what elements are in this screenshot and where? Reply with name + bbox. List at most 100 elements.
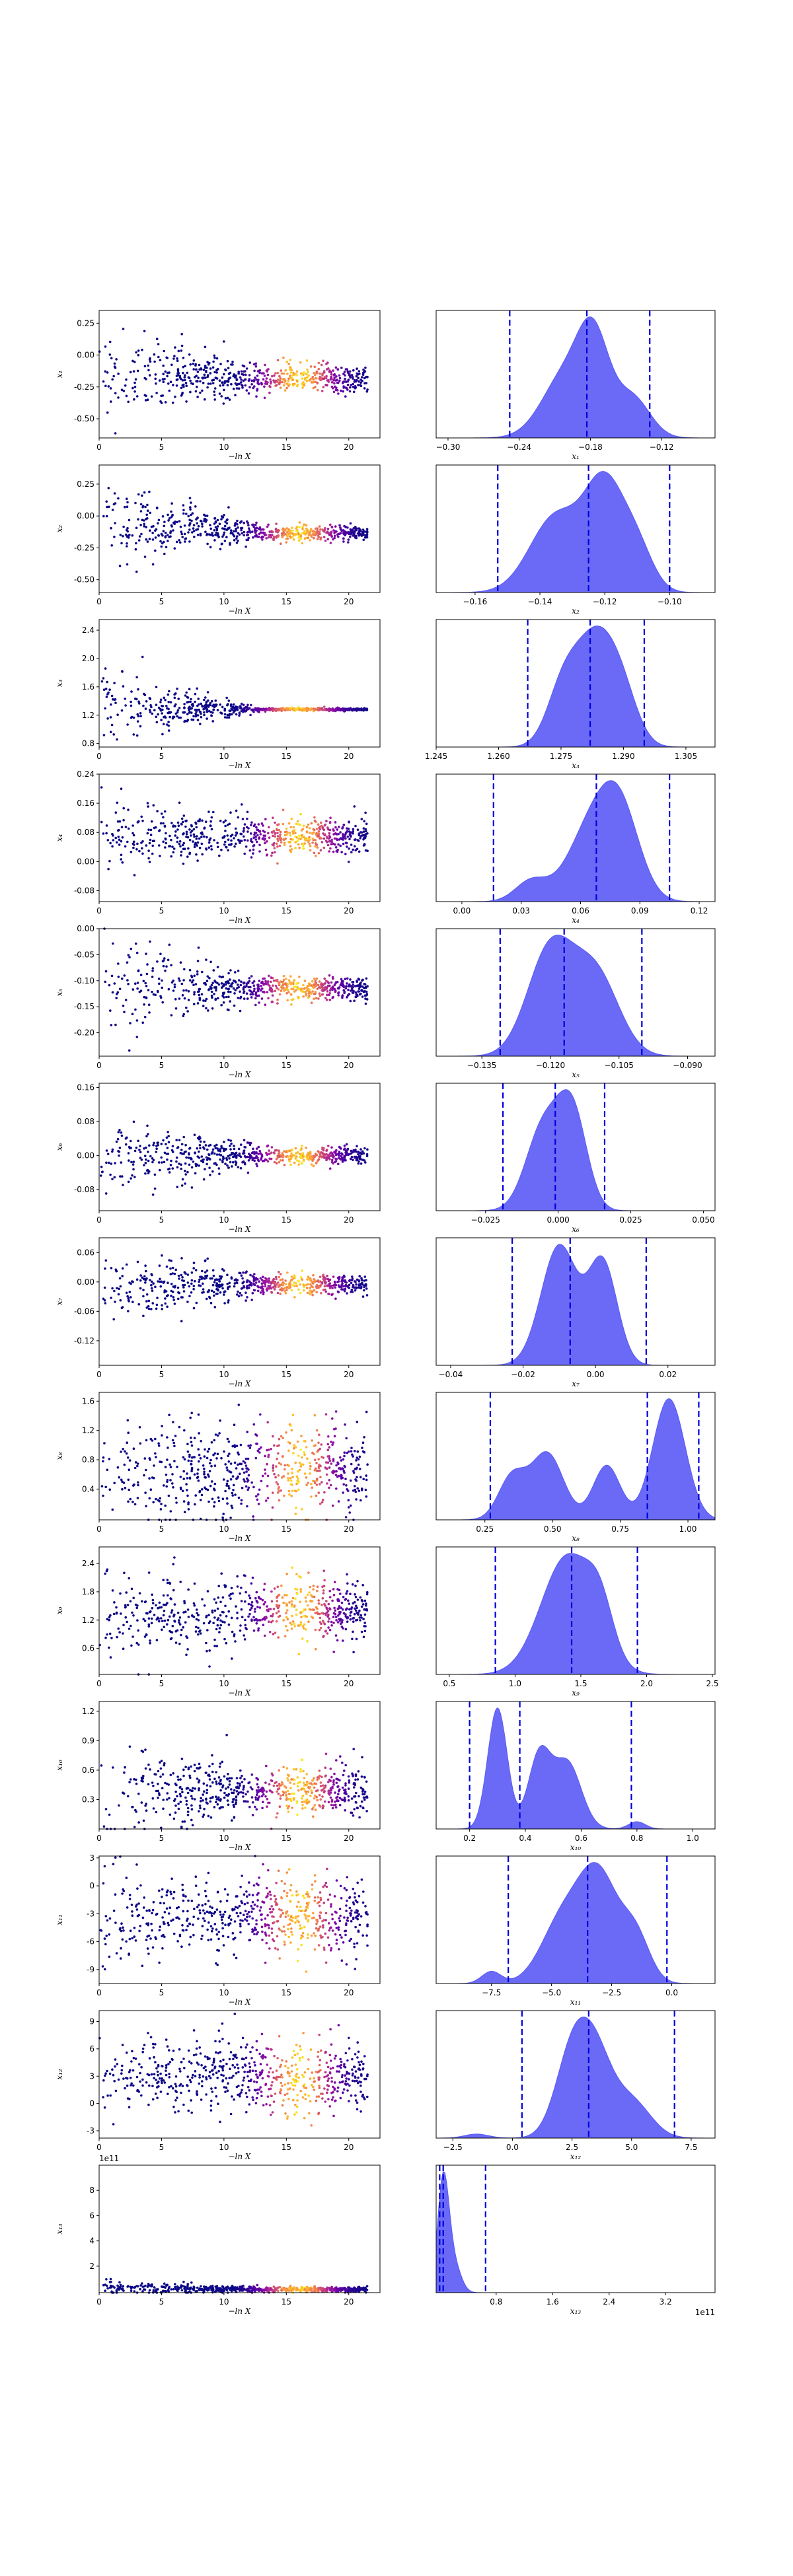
scatter-point [313, 365, 317, 369]
scatter-point [145, 513, 148, 517]
scatter-point [116, 1466, 120, 1469]
scatter-point [257, 1503, 260, 1505]
scatter-point [314, 842, 317, 845]
scatter-point [321, 373, 324, 376]
scatter-point [240, 1274, 243, 1277]
scatter-point [195, 380, 198, 382]
scatter-point [138, 702, 141, 705]
scatter-point [254, 1281, 258, 1284]
scatter-point [233, 530, 235, 533]
scatter-point [248, 849, 252, 852]
scatter-point [365, 830, 367, 833]
scatter-point [358, 1279, 360, 1282]
scatter-point [165, 1136, 169, 1139]
scatter-point [352, 390, 356, 394]
scatter-point [334, 1286, 337, 1289]
scatter-point [170, 855, 173, 858]
scatter-point [242, 373, 245, 376]
scatter-point [233, 373, 236, 376]
scatter-point [295, 533, 298, 536]
scatter-point [186, 1494, 189, 1497]
scatter-point [301, 542, 304, 545]
scatter-point [173, 355, 176, 357]
scatter-point [285, 1289, 288, 1291]
scatter-point [308, 982, 311, 985]
axes-frame [98, 773, 381, 902]
scatter-point [169, 715, 171, 719]
scatter-point [219, 1158, 222, 1161]
scatter-point [169, 1463, 171, 1466]
scatter-point [183, 376, 186, 379]
scatter-point [346, 996, 348, 999]
scatter-point [187, 515, 190, 518]
scatter-point [231, 982, 234, 985]
scatter-point [336, 368, 339, 371]
scatter-point [194, 843, 196, 846]
scatter-point [155, 392, 158, 394]
scatter-point [110, 974, 114, 978]
scatter-point [306, 529, 309, 532]
scatter-point [241, 1468, 244, 1470]
scatter-point [196, 844, 199, 847]
scatter-point [285, 1431, 287, 1434]
scatter-point [330, 371, 332, 373]
scatter-point [215, 985, 217, 989]
scatter-point [328, 1153, 331, 1156]
scatter-point [332, 1275, 335, 1278]
scatter-point [328, 974, 331, 977]
x-tick-label: 20 [344, 597, 354, 606]
scatter-point [282, 978, 285, 982]
scatter-point [136, 1462, 139, 1465]
scatter-point [117, 976, 120, 978]
scatter-point [187, 1157, 190, 1159]
scatter-point [221, 705, 224, 709]
scatter-point [208, 1158, 211, 1161]
scatter-point [306, 1457, 309, 1460]
scatter-point [265, 537, 268, 540]
scatter-point [350, 1152, 353, 1155]
scatter-point [314, 990, 317, 993]
scatter-point [202, 369, 206, 371]
scatter-point [333, 532, 336, 534]
scatter-point [239, 990, 241, 993]
scatter-point [170, 1159, 172, 1163]
scatter-point [350, 989, 352, 992]
scatter-point [309, 845, 312, 847]
scatter-point [363, 1284, 365, 1287]
scatter-point [287, 1155, 290, 1159]
scatter-point [274, 1283, 278, 1285]
scatter-point [332, 833, 335, 836]
scatter-point [191, 512, 194, 515]
scatter-point [185, 384, 188, 387]
scatter-point [322, 370, 326, 373]
x-tick-label: 0 [96, 752, 102, 761]
scatter-point [230, 382, 233, 386]
scatter-point [271, 530, 274, 534]
scatter-point [210, 990, 213, 993]
scatter-point [315, 1429, 319, 1432]
scatter-point [129, 1139, 132, 1143]
scatter-point [190, 698, 192, 701]
scatter-point [352, 828, 355, 831]
scatter-point [165, 1295, 169, 1298]
scatter-point [221, 1287, 224, 1290]
scatter-point [323, 1285, 326, 1288]
scatter-point [184, 540, 186, 543]
scatter-point [361, 979, 363, 982]
scatter-point [175, 1160, 178, 1163]
scatter-point [212, 1291, 215, 1294]
scatter-point [223, 531, 226, 534]
scatter-point [245, 1470, 248, 1473]
y-tick-label: 1.6 [82, 682, 94, 692]
scatter-point [136, 1497, 139, 1499]
scatter-point [352, 382, 355, 386]
scatter-point [358, 527, 360, 530]
y-tick-label: 0.08 [77, 828, 94, 837]
scatter-point [235, 842, 237, 845]
scatter-point [215, 531, 218, 534]
scatter-point [168, 1259, 170, 1262]
scatter-point [202, 1288, 205, 1291]
scatter-point [290, 1148, 293, 1151]
scatter-point [241, 384, 244, 387]
scatter-point [293, 828, 296, 832]
